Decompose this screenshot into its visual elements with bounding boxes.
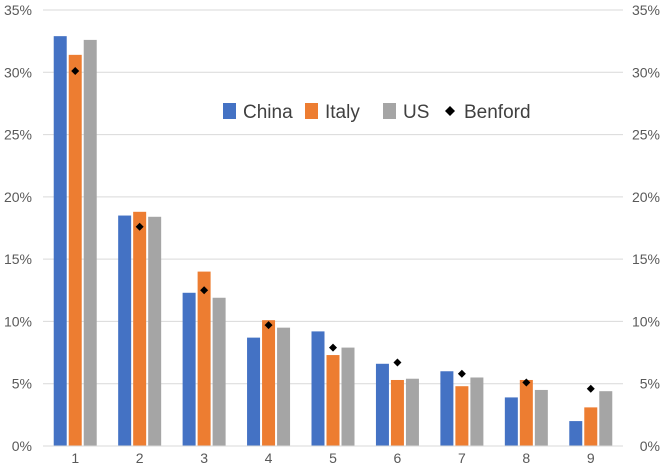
bar-china-6 (375, 363, 389, 446)
bar-us-1 (83, 39, 97, 446)
x-tick-label: 9 (587, 450, 595, 466)
y-tick-label-right: 10% (632, 313, 660, 329)
x-tick-label: 7 (458, 450, 466, 466)
bar-series (53, 36, 613, 447)
bar-us-8 (534, 389, 548, 446)
marker-benford-4 (264, 321, 273, 330)
y-tick-label-left: 25% (4, 127, 32, 143)
bar-italy-2 (133, 211, 147, 446)
y-tick-label-right: 15% (632, 251, 660, 267)
bar-us-5 (341, 347, 355, 446)
bar-italy-3 (197, 271, 211, 446)
bar-china-7 (440, 371, 454, 446)
bar-italy-1 (68, 54, 82, 447)
bar-italy-9 (584, 407, 598, 446)
y-tick-label-right: 35% (632, 2, 660, 18)
x-tick-label: 1 (71, 450, 79, 466)
bar-china-4 (247, 337, 261, 446)
bar-us-4 (277, 327, 291, 446)
y-tick-label-left: 20% (4, 189, 32, 205)
legend-label-italy: Italy (325, 102, 360, 123)
bar-china-8 (504, 397, 518, 446)
bar-us-7 (470, 377, 484, 446)
bar-italy-4 (262, 320, 276, 446)
bar-us-6 (405, 378, 419, 446)
bar-italy-7 (455, 386, 469, 446)
x-tick-label: 8 (522, 450, 530, 466)
legend-swatch-china (223, 103, 236, 119)
marker-benford-7 (457, 369, 466, 378)
y-axis-left: 0% 5% 10% 15% 20% 25% 30% 35% (4, 2, 32, 454)
benford-markers (71, 67, 595, 393)
bar-china-2 (118, 215, 132, 446)
y-tick-label-right: 20% (632, 189, 660, 205)
bar-italy-8 (519, 379, 533, 446)
y-tick-label-left: 15% (4, 251, 32, 267)
bar-italy-5 (326, 355, 340, 446)
bar-china-5 (311, 331, 325, 446)
y-tick-label-right: 5% (640, 376, 660, 392)
marker-benford-2 (135, 222, 144, 231)
x-tick-label: 2 (136, 450, 144, 466)
legend-swatch-us (383, 103, 396, 119)
y-tick-label-left: 0% (12, 438, 32, 454)
marker-benford-5 (329, 343, 337, 352)
legend-label-us: US (403, 102, 429, 123)
bar-us-9 (599, 391, 613, 446)
y-tick-label-left: 35% (4, 2, 32, 18)
bar-us-3 (212, 297, 226, 446)
x-tick-label: 5 (329, 450, 337, 466)
legend-marker-benford (445, 106, 455, 116)
y-tick-label-right: 30% (632, 64, 660, 80)
x-tick-label: 3 (200, 450, 208, 466)
bar-china-9 (569, 421, 583, 446)
y-axis-right: 0% 5% 10% 15% 20% 25% 30% 35% (632, 2, 660, 454)
legend-swatch-italy (305, 103, 318, 119)
legend: China Italy US Benford (223, 102, 531, 123)
y-tick-label-right: 25% (632, 127, 660, 143)
x-tick-label: 6 (394, 450, 402, 466)
y-tick-label-right: 0% (640, 438, 660, 454)
y-tick-label-left: 30% (4, 64, 32, 80)
x-tick-label: 4 (265, 450, 273, 466)
y-tick-label-left: 5% (12, 376, 32, 392)
x-axis: 1 2 3 4 5 6 7 8 9 (43, 445, 623, 466)
marker-benford-9 (586, 384, 595, 393)
legend-label-china: China (243, 102, 293, 123)
legend-label-benford: Benford (464, 102, 531, 123)
marker-benford-3 (200, 286, 209, 295)
bar-italy-6 (390, 379, 404, 446)
bar-us-2 (148, 216, 162, 446)
y-tick-label-left: 10% (4, 313, 32, 329)
bar-china-1 (53, 36, 67, 446)
marker-benford-6 (393, 358, 402, 367)
marker-benford-1 (71, 67, 80, 76)
bar-china-3 (182, 292, 196, 446)
marker-benford-8 (522, 378, 531, 387)
